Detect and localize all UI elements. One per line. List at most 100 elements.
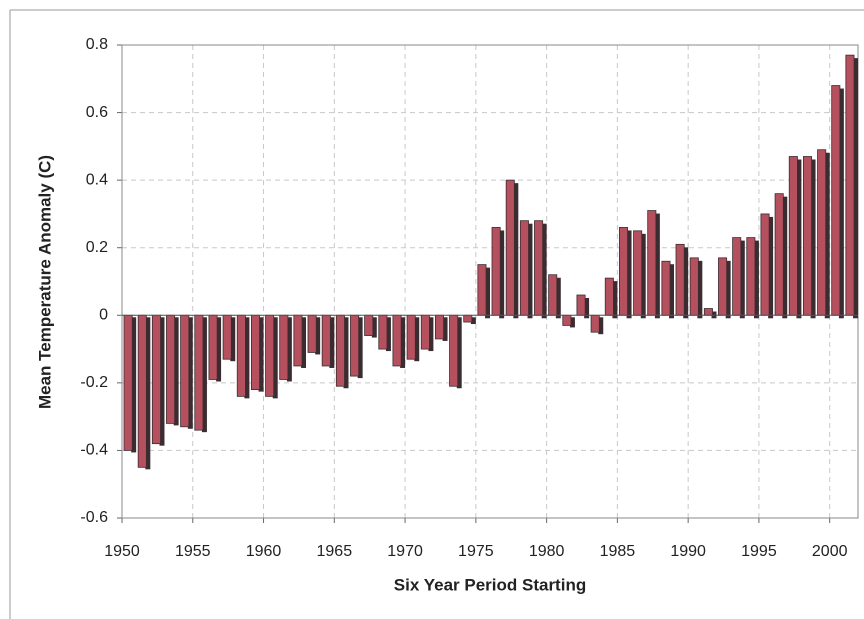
bar (491, 227, 501, 316)
bar (123, 314, 133, 451)
y-tick-label: 0.8 (86, 36, 108, 53)
bar (307, 314, 317, 353)
bar-side (131, 317, 137, 453)
bar (151, 314, 161, 445)
bar (420, 314, 430, 350)
bar-side (669, 264, 675, 319)
bar-side (654, 213, 660, 319)
bar (265, 314, 275, 397)
bar-side (244, 317, 250, 399)
bar-side (697, 260, 703, 319)
bar-side (824, 152, 830, 319)
bar (180, 314, 190, 428)
bar (364, 314, 374, 336)
x-tick-label: 1985 (600, 543, 636, 560)
bar-side (258, 317, 264, 392)
x-tick-label: 1950 (104, 543, 140, 560)
bar (293, 314, 303, 367)
bar (661, 260, 671, 316)
bar-side (442, 317, 448, 341)
bar (406, 314, 416, 360)
bar-side (329, 317, 335, 368)
bar-side (612, 281, 618, 319)
bar (817, 149, 827, 316)
bar (392, 314, 402, 367)
bar-side (739, 240, 745, 319)
bar (774, 193, 784, 316)
bar-side (527, 223, 533, 319)
bar-side (371, 317, 377, 338)
bar (166, 314, 176, 424)
bar-side (428, 317, 434, 352)
bar (562, 314, 572, 326)
bar (250, 314, 260, 391)
bar-side (315, 317, 321, 355)
y-tick-label: 0.6 (86, 104, 108, 121)
y-tick-label: 0.2 (86, 239, 108, 256)
x-tick-label: 1980 (529, 543, 565, 560)
bar (845, 54, 855, 316)
bar-side (173, 317, 179, 426)
x-tick-label: 2000 (812, 543, 848, 560)
x-tick-label: 1965 (317, 543, 353, 560)
bar (618, 227, 628, 316)
bar (505, 179, 515, 316)
bar (137, 314, 147, 468)
bar-side (753, 240, 759, 319)
bar (477, 264, 487, 316)
bar (718, 257, 728, 316)
bar (548, 274, 558, 316)
bar-side (414, 317, 420, 362)
bar (703, 308, 713, 316)
bar (647, 210, 657, 316)
bar-side (499, 230, 505, 319)
bar-side (853, 58, 859, 319)
bar (831, 85, 841, 316)
bar (222, 314, 232, 360)
bar-side (216, 317, 222, 382)
bar-side (456, 317, 462, 389)
bar-side (513, 183, 519, 319)
x-tick-label: 1975 (458, 543, 494, 560)
bar-side (485, 267, 491, 319)
bar (675, 243, 685, 316)
bar (788, 156, 798, 316)
bar (802, 156, 812, 316)
y-tick-label: -0.6 (80, 509, 108, 526)
x-tick-label: 1990 (670, 543, 706, 560)
bar (321, 314, 331, 367)
bar (534, 220, 544, 316)
bar-side (768, 216, 774, 319)
x-axis-title: Six Year Period Starting (394, 575, 586, 594)
bar (732, 237, 742, 316)
bar-side (286, 317, 292, 382)
bar (746, 237, 756, 316)
x-tick-label: 1995 (741, 543, 777, 560)
bar-side (640, 233, 646, 319)
bar-side (683, 247, 689, 319)
bar-side (555, 277, 561, 319)
bar (590, 314, 600, 333)
bar-side (343, 317, 349, 389)
bar-side (626, 230, 632, 319)
bar (279, 314, 289, 380)
bar-side (201, 317, 207, 433)
bar-side (272, 317, 278, 399)
bar (449, 314, 459, 387)
bar-side (569, 317, 575, 328)
bar-side (385, 317, 391, 352)
bar (434, 314, 444, 340)
bar (378, 314, 388, 350)
x-tick-label: 1960 (246, 543, 282, 560)
bar (604, 277, 614, 316)
bar-side (400, 317, 406, 368)
bar-side (470, 317, 476, 325)
y-tick-label: -0.4 (80, 442, 108, 459)
bar (576, 294, 586, 316)
x-tick-label: 1955 (175, 543, 211, 560)
bar-side (187, 317, 193, 429)
bar-side (782, 196, 788, 319)
y-tick-label: 0 (99, 307, 108, 324)
bar-side (159, 317, 165, 446)
